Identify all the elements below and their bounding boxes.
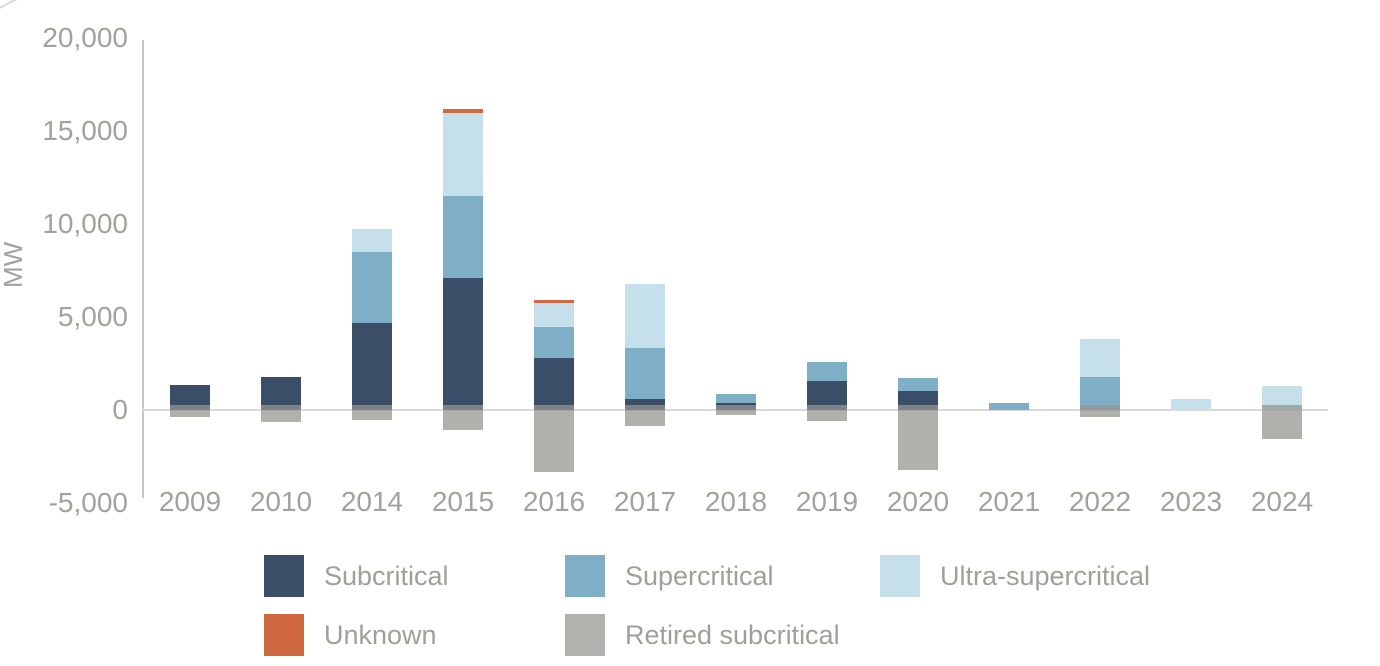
bar-segment-supercritical	[1080, 377, 1120, 410]
bar-segment-subcritical	[261, 376, 301, 410]
corner-artifact	[0, 0, 21, 10]
legend-label: Subcritical	[324, 561, 449, 591]
bar-segment-supercritical	[807, 361, 847, 382]
bar-segment-retired-subcritical	[534, 405, 574, 473]
legend-swatch-ultra-supercritical	[880, 555, 920, 597]
x-tick-label: 2017	[613, 486, 677, 517]
x-tick-label: 2019	[795, 486, 859, 517]
x-tick-label: 2010	[249, 486, 313, 517]
y-tick-label: -5,000	[48, 487, 128, 518]
bar-segment-supercritical	[989, 402, 1029, 410]
y-tick-label: 5,000	[57, 301, 128, 332]
x-tick-label: 2023	[1159, 486, 1223, 517]
x-tick-label: 2009	[158, 486, 222, 517]
bar-segment-subcritical	[352, 322, 392, 410]
legend-label: Retired subcritical	[625, 620, 840, 650]
bar-segment-unknown	[534, 300, 574, 304]
legend-swatch-retired-subcritical	[565, 614, 605, 656]
bar-segment-retired-subcritical	[807, 405, 847, 422]
bar-segment-supercritical	[352, 251, 392, 323]
bar-segment-ultra-supercritical	[443, 113, 483, 197]
bar-segment-retired-subcritical	[352, 405, 392, 421]
bar-segment-unknown	[443, 108, 483, 114]
bar-segment-retired-subcritical	[898, 405, 938, 471]
legend-swatch-unknown	[264, 614, 304, 656]
bar-segment-subcritical	[625, 398, 665, 410]
x-tick-label: 2021	[977, 486, 1041, 517]
legend-swatch-supercritical	[565, 555, 605, 597]
legend-label: Supercritical	[625, 561, 774, 591]
bar-segment-retired-subcritical	[261, 405, 301, 423]
x-tick-label: 2022	[1068, 486, 1132, 517]
bar-segment-retired-subcritical	[716, 405, 756, 415]
y-axis-title: MW	[0, 241, 28, 288]
bar-segment-ultra-supercritical	[625, 283, 665, 348]
bar-segment-ultra-supercritical	[352, 228, 392, 252]
x-tick-label: 2015	[431, 486, 495, 517]
legend-label: Unknown	[324, 620, 437, 650]
bar-segment-supercritical	[534, 327, 574, 358]
bar-segment-ultra-supercritical	[1080, 339, 1120, 378]
legend-label: Ultra-supercritical	[940, 561, 1151, 591]
bar-segment-supercritical	[898, 378, 938, 392]
y-tick-label: 10,000	[42, 208, 128, 239]
y-tick-label: 0	[112, 394, 128, 425]
y-tick-label: 15,000	[42, 115, 128, 146]
bar-segment-retired-subcritical	[170, 405, 210, 418]
bar-segment-retired-subcritical	[1080, 405, 1120, 418]
bar-segment-ultra-supercritical	[1171, 398, 1211, 410]
bar-segment-supercritical	[625, 347, 665, 399]
bar-segment-retired-subcritical	[1262, 405, 1302, 439]
x-tick-label: 2020	[886, 486, 950, 517]
bar-segment-subcritical	[534, 357, 574, 410]
bar-segment-retired-subcritical	[443, 405, 483, 431]
bar-segment-subcritical	[443, 277, 483, 410]
y-tick-label: 20,000	[42, 22, 128, 53]
x-tick-label: 2018	[704, 486, 768, 517]
x-tick-label: 2016	[522, 486, 586, 517]
x-tick-label: 2024	[1250, 486, 1314, 517]
bar-segment-supercritical	[716, 394, 756, 403]
bar-segment-supercritical	[443, 196, 483, 278]
bar-segment-ultra-supercritical	[534, 303, 574, 328]
y-axis-line	[142, 40, 144, 498]
legend-swatch-subcritical	[264, 555, 304, 597]
x-tick-label: 2014	[340, 486, 404, 517]
bar-segment-retired-subcritical	[625, 405, 665, 426]
